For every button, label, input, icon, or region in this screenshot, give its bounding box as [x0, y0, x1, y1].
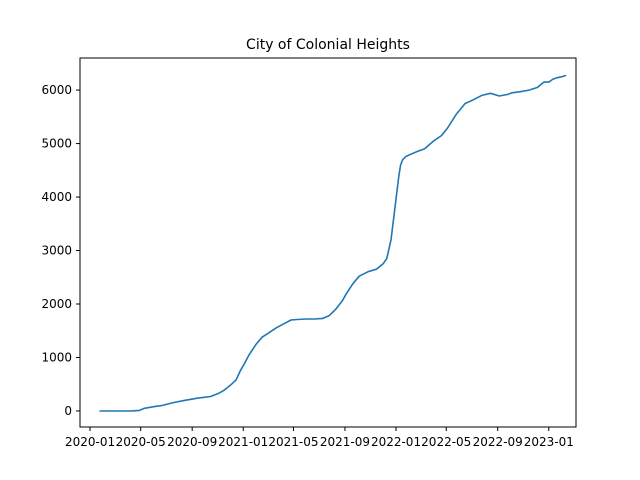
- x-tick-label: 2022-09: [473, 435, 523, 449]
- y-tick-label: 6000: [41, 83, 72, 97]
- y-tick-label: 3000: [41, 244, 72, 258]
- series-line: [99, 74, 567, 412]
- x-tick-label: 2021-01: [218, 435, 268, 449]
- y-tick-label: 4000: [41, 190, 72, 204]
- x-tick-label: 2020-09: [167, 435, 217, 449]
- y-tick-label: 0: [64, 404, 72, 418]
- x-tick-label: 2021-09: [320, 435, 370, 449]
- x-tick-label: 2020-01: [65, 435, 115, 449]
- x-tick-label: 2021-05: [268, 435, 318, 449]
- y-tick-label: 5000: [41, 137, 72, 151]
- x-tick-label: 2020-05: [116, 435, 166, 449]
- x-tick-label: 2023-01: [524, 435, 574, 449]
- x-tick-label: 2022-01: [371, 435, 421, 449]
- chart-title: City of Colonial Heights: [246, 37, 410, 53]
- plot-frame: [79, 57, 577, 428]
- y-tick-label: 2000: [41, 297, 72, 311]
- y-tick-label: 1000: [41, 350, 72, 364]
- x-tick-label: 2022-05: [421, 435, 471, 449]
